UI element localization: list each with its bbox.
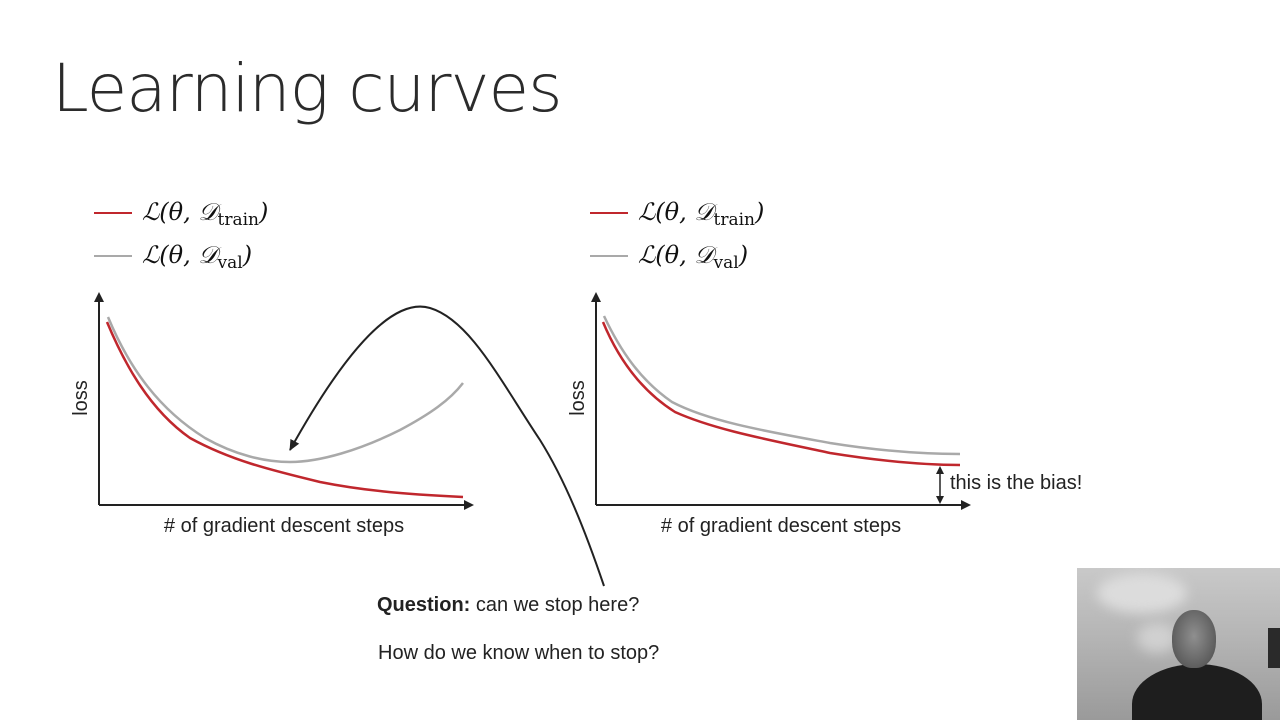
bias-arrow-head-bottom [936,496,944,504]
followup-question: How do we know when to stop? [378,642,660,664]
question-label: Question: [377,594,471,616]
train-curve [105,321,464,499]
val-curve [106,316,464,464]
legend-swatch-val [94,255,132,257]
legend-left: ℒ(θ, 𝒟train) ℒ(θ, 𝒟val) [94,198,354,278]
legend-right: ℒ(θ, 𝒟train) ℒ(θ, 𝒟val) [590,198,850,278]
legend-label-val: ℒ(θ, 𝒟val) [142,241,253,273]
legend-label-val: ℒ(θ, 𝒟val) [638,241,749,273]
bias-annotation: this is the bias! [950,472,1083,494]
webcam-feed-icon [1077,568,1280,720]
legend-swatch-train [94,212,132,214]
train-curve [601,321,961,467]
legend-swatch-train [590,212,628,214]
y-axis-label: loss [567,380,589,416]
question-body: can we stop here? [470,594,640,616]
shelf [1268,628,1280,668]
chart-right: loss # of gradient descent steps [567,292,971,537]
slide-title: Learning curves [52,50,563,127]
bias-arrow-head-top [936,466,944,474]
x-axis-label: # of gradient descent steps [661,515,901,537]
legend-label-train: ℒ(θ, 𝒟train) [638,198,765,230]
question-text: Question: can we stop here? [377,594,639,617]
legend-swatch-val [590,255,628,257]
val-curve [602,315,961,456]
question-arrow [289,305,605,587]
legend-label-train: ℒ(θ, 𝒟train) [142,198,269,230]
y-axis-label: loss [70,380,92,416]
person-body [1132,664,1262,720]
x-axis-label: # of gradient descent steps [164,515,404,537]
person-head [1172,610,1216,668]
chart-left: loss # of gradient descent steps [70,292,474,537]
